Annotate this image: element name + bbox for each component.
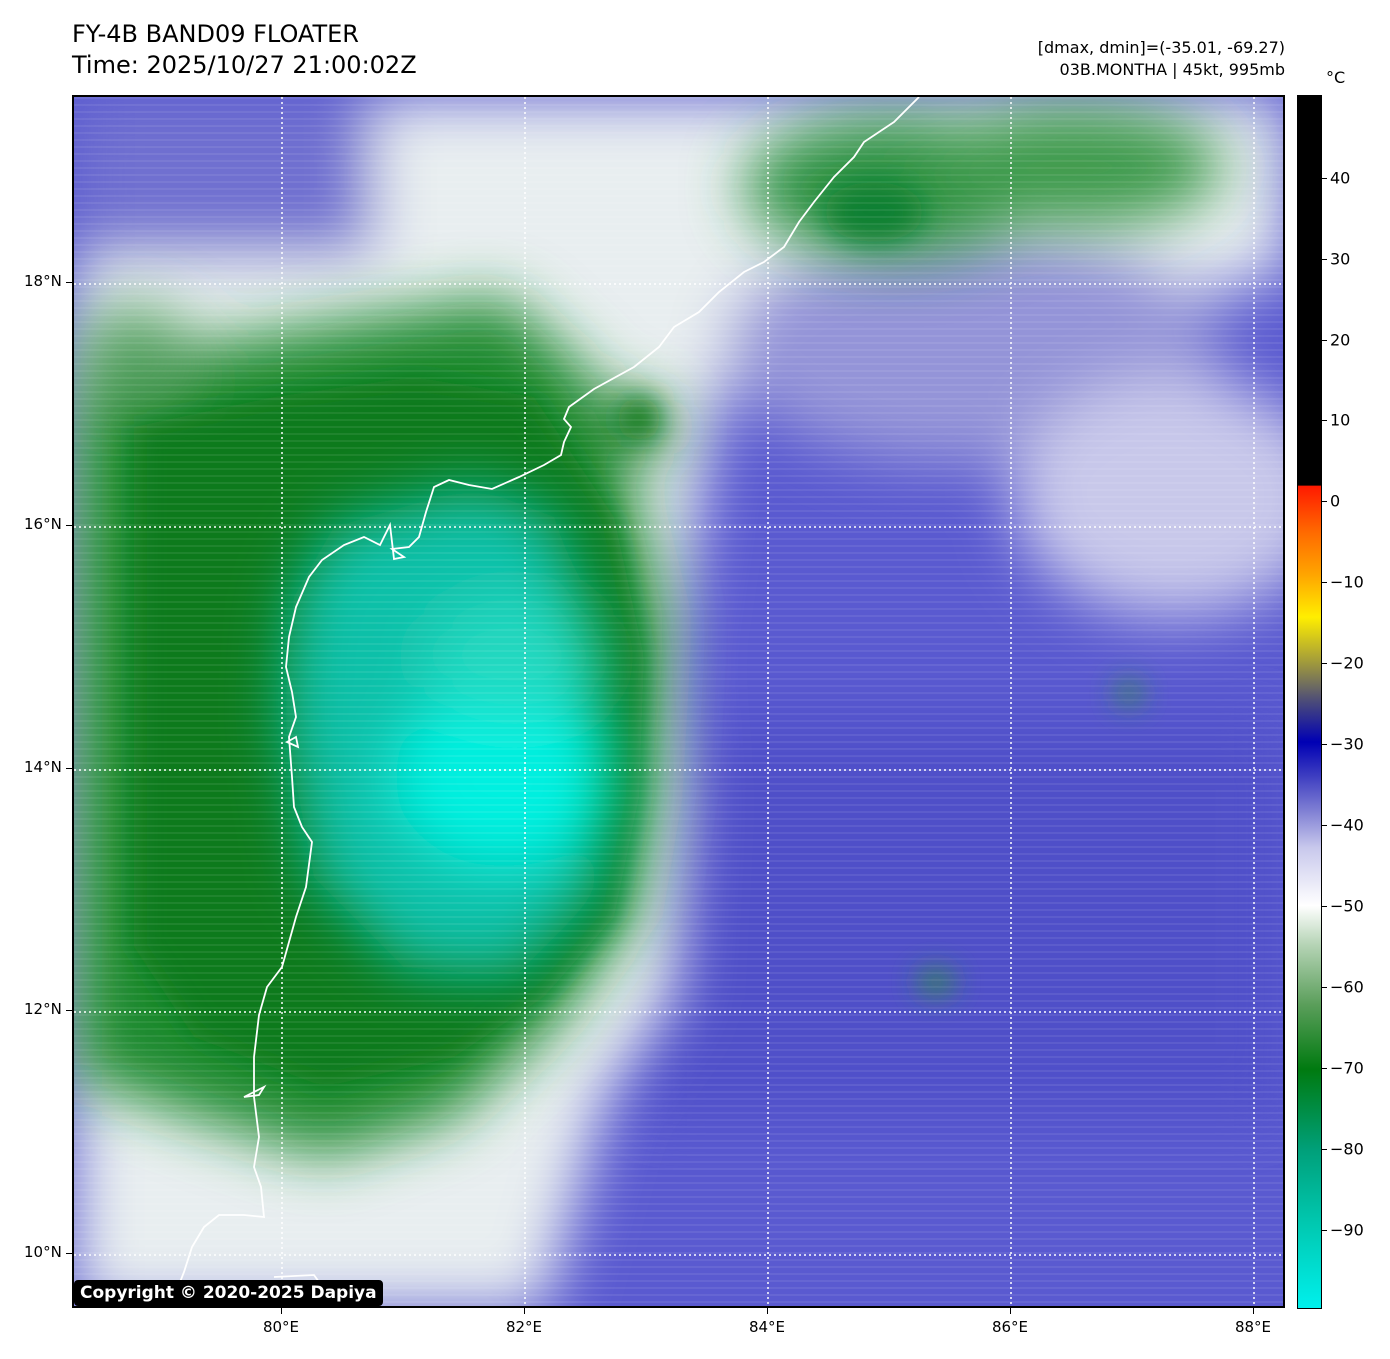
lat-label-10n: 10°N [24,1243,62,1261]
storm-info-text: 03B.MONTHA | 45kt, 995mb [1059,60,1285,79]
colorbar-label-minus30: −30 [1330,734,1364,754]
lon-label-86e: 86°E [991,1318,1029,1336]
lat-label-18n: 18°N [24,272,62,290]
satellite-image-panel [72,95,1285,1308]
lon-label-88e: 88°E [1234,1318,1272,1336]
colorbar-label-minus10: −10 [1330,572,1364,592]
lon-label-80e: 80°E [262,1318,300,1336]
data-range-text: [dmax, dmin]=(-35.01, -69.27) [1037,38,1285,57]
lat-label-16n: 16°N [24,515,62,533]
colorbar-label-minus60: −60 [1330,977,1364,997]
lat-label-14n: 14°N [24,758,62,776]
colorbar-label-minus20: −20 [1330,653,1364,673]
graticule [74,97,1283,1306]
colorbar-label-10: 10 [1330,410,1351,430]
lon-label-82e: 82°E [505,1318,543,1336]
colorbar-unit: °C [1326,68,1346,87]
satellite-image [74,97,1283,1306]
coastline [169,97,920,1306]
colorbar-label-minus80: −80 [1330,1139,1364,1159]
colorbar-label-minus50: −50 [1330,896,1364,916]
colorbar-label-40: 40 [1330,168,1351,188]
colorbar-label-minus90: −90 [1330,1220,1364,1240]
lon-label-84e: 84°E [748,1318,786,1336]
colorbar-label-20: 20 [1330,330,1351,350]
colorbar-label-0: 0 [1330,491,1341,511]
map-title: FY-4B BAND09 FLOATER [72,20,359,48]
lat-label-12n: 12°N [24,1000,62,1018]
colorbar-label-minus70: −70 [1330,1058,1364,1078]
colorbar-label-minus40: −40 [1330,815,1364,835]
temperature-colorbar [1297,95,1322,1309]
copyright-badge: Copyright © 2020-2025 Dapiya [74,1280,383,1306]
colorbar-label-30: 30 [1330,249,1351,269]
map-time: Time: 2025/10/27 21:00:02Z [72,51,417,79]
